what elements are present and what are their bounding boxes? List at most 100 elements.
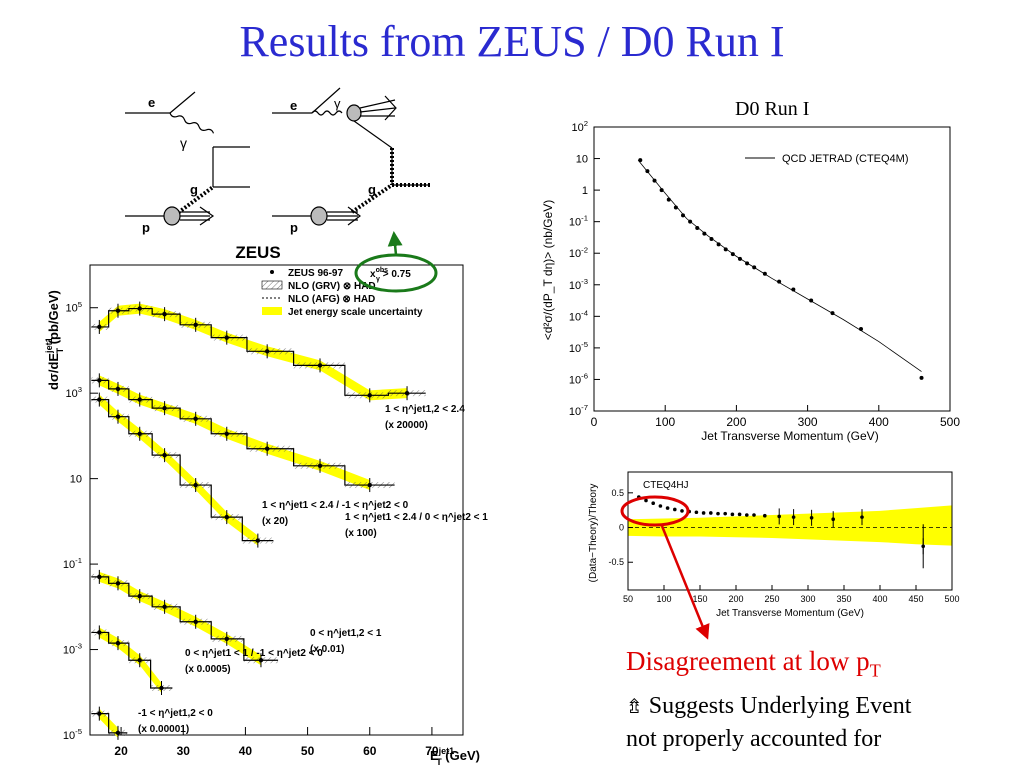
d0-ratio-ytick-label: 0.5: [611, 488, 624, 498]
feynman-diagram-resolved: [272, 87, 430, 226]
zeus-legend-marker: [261, 280, 283, 290]
d0-ytick-label: 10-6: [569, 371, 588, 386]
d0-data-point: [745, 261, 750, 266]
d0-ratio-annotation: CTEQ4HJ: [643, 480, 689, 491]
zeus-ytick-label: 10-1: [63, 556, 82, 571]
zeus-data-point: [193, 482, 198, 488]
zeus-data-point: [193, 322, 198, 328]
d0-xsec-chart: 0 100 200 300 400 500 102 10 1 10-1 10-2 10-3 10-4 10…: [541, 119, 960, 443]
d0-data-point: [681, 213, 685, 218]
d0-data-point: [695, 225, 700, 230]
zeus-frame: [89, 264, 464, 736]
d0-ratio-xlabel: Jet Transverse Momentum (GeV): [716, 608, 864, 619]
d0-ratio-point: [809, 516, 814, 520]
feyn-right-gamma: γ: [334, 96, 341, 111]
d0-xtick-label: 0: [591, 415, 598, 429]
d0-ytick-label: 10-3: [569, 277, 588, 292]
zeus-data-point: [115, 386, 121, 392]
zeus-data-point: [224, 514, 229, 520]
d0-data-point: [791, 287, 796, 292]
zeus-xlabel: Ejet1 T (GeV): [430, 746, 480, 767]
d0-ratio-point: [921, 544, 925, 549]
zeus-series-label: 1 < η^jet1 < 2.4 / -1 < η^jet2 < 0: [262, 500, 409, 511]
d0-ytick-label: 10-2: [569, 245, 588, 260]
d0-data-point: [673, 205, 678, 210]
d0-ratio-xtick-label: 400: [872, 594, 887, 604]
d0-data-point: [859, 326, 863, 331]
d0-ratio-point: [716, 511, 720, 516]
zeus-title: ZEUS: [235, 243, 280, 262]
zeus-data-point: [404, 390, 410, 396]
zeus-data-point: [97, 324, 102, 330]
zeus-legend-label: ZEUS 96-97: [288, 268, 343, 279]
zeus-data-point: [224, 335, 229, 340]
zeus-xtick-label: 60: [363, 744, 377, 758]
d0-ratio-point: [723, 511, 727, 516]
zeus-xtick-label: 30: [177, 744, 191, 758]
zeus-ytick-label: 105: [65, 300, 82, 315]
zeus-ylabel: dσ/dEjet1T (pb/GeV): [44, 290, 65, 390]
d0-ylabel: <d²σ/(dP_T dη)> (nb/GeV): [541, 200, 555, 341]
d0-ratio-xtick-label: 250: [764, 594, 779, 604]
zeus-ytick-label: 103: [65, 385, 82, 400]
conclusion-text: Disagreement at low pT: [626, 646, 881, 681]
d0-ratio-point: [658, 504, 663, 508]
zeus-data-point: [137, 658, 142, 663]
xgamma-label: xobs γ > 0.75: [370, 267, 411, 283]
zeus-xtick-label: 40: [239, 744, 253, 758]
d0-xtick-label: 100: [655, 415, 675, 429]
zeus-data-point: [97, 397, 102, 402]
d0-ratio-point: [673, 507, 677, 512]
zeus-data-point: [193, 416, 198, 422]
zeus-legend-label: NLO (GRV) ⊗ HAD: [288, 281, 376, 292]
zeus-data-point: [317, 463, 323, 469]
feyn-left-e: e: [148, 95, 155, 110]
d0-ratio-point: [665, 506, 670, 510]
d0-xlabel: Jet Transverse Momentum (GeV): [701, 429, 878, 443]
zeus-series-scale: (x 0.01): [310, 644, 344, 655]
feyn-right-g: g: [368, 182, 376, 197]
feyn-left-gamma: γ: [180, 135, 187, 151]
d0-data-point: [638, 158, 643, 163]
d0-ratio-point: [745, 513, 749, 517]
zeus-ytick-label: 10-3: [63, 642, 82, 657]
d0-ratio-point: [763, 513, 767, 518]
zeus-series-label: 1 < η^jet1 < 2.4 / 0 < η^jet2 < 1: [345, 512, 488, 523]
zeus-series-scale: (x 100): [345, 528, 377, 539]
zeus-data-point: [115, 640, 121, 646]
zeus-series-label: 0 < η^jet1 < 1 / -1 < η^jet2 < 0: [185, 648, 323, 659]
feyn-left-g: g: [190, 182, 198, 197]
zeus-series-scale: (x 0.00001): [138, 724, 189, 735]
zeus-nlo-step: [91, 631, 173, 689]
low-pt-highlight-circle: [620, 495, 690, 527]
zeus-series-scale: (x 20): [262, 516, 288, 527]
d0-ratio-point: [709, 511, 713, 515]
d0-ratio-xtick-label: 100: [656, 594, 671, 604]
zeus-data-point: [367, 393, 372, 398]
d0-ratio-point: [860, 515, 864, 519]
d0-theory-curve: [637, 159, 922, 372]
feyn-right-e: e: [290, 98, 297, 113]
zeus-data-point: [97, 711, 102, 716]
zeus-data-point: [317, 363, 323, 368]
zeus-data-point: [97, 574, 102, 580]
zeus-nlo-step: [91, 307, 426, 396]
d0-data-point: [666, 197, 671, 202]
zeus-series-label: 0 < η^jet1,2 < 1: [310, 628, 382, 639]
zeus-data-point: [137, 593, 142, 599]
d0-xtick-label: 200: [726, 415, 746, 429]
d0-ratio-point: [730, 512, 735, 517]
d0-data-point: [702, 231, 707, 236]
zeus-series-scale: (x 0.0005): [185, 664, 231, 675]
d0-ytick-label: 10: [576, 154, 588, 166]
zeus-data-point: [137, 306, 142, 311]
d0-ratio-xtick-label: 150: [692, 594, 707, 604]
zeus-data-point: [162, 311, 167, 317]
d0-data-point: [737, 256, 742, 261]
d0-ytick-label: 1: [582, 185, 588, 197]
zeus-data-point: [193, 619, 198, 624]
zeus-jes-band: [99, 303, 408, 401]
bullet-text: ⇯ Suggests Underlying Event not properly…: [626, 693, 912, 752]
zeus-data-point: [97, 378, 102, 383]
d0-data-point: [652, 178, 657, 183]
